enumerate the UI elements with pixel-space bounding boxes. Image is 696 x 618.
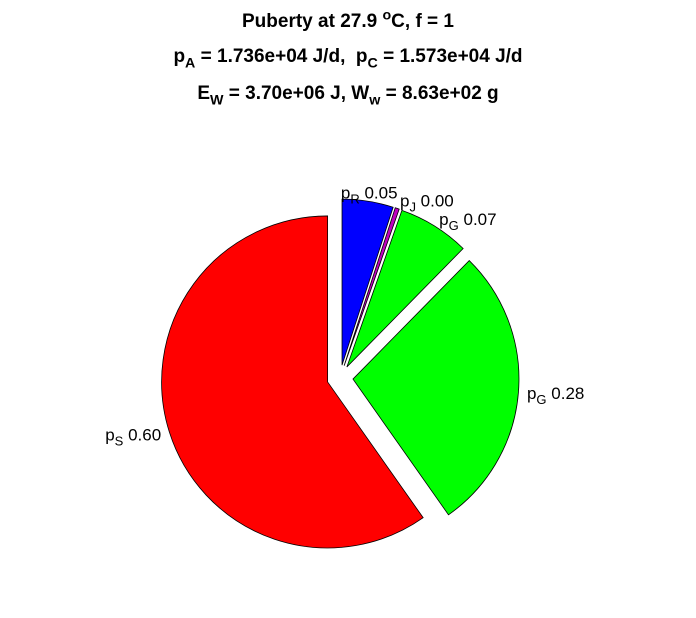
slice-label: pG 0.07 <box>439 210 496 233</box>
slice-label: pJ 0.00 <box>400 191 454 214</box>
value-label: 0.00 <box>421 191 454 210</box>
label-prefix: p <box>439 210 448 229</box>
label-prefix: p <box>105 426 114 445</box>
text-run: C, f = 1 <box>391 11 454 32</box>
label-prefix: p <box>400 191 409 210</box>
label-name: S <box>115 434 124 449</box>
pie-slice <box>161 215 424 549</box>
slice-label: pR 0.05 <box>341 184 398 207</box>
text-run: A <box>185 56 195 72</box>
label-prefix: p <box>341 184 350 203</box>
text-run: W <box>210 93 224 109</box>
value-label: 0.07 <box>463 210 496 229</box>
label-name: G <box>449 218 459 233</box>
text-run: = 1.736e+04 J/d, p <box>195 46 367 67</box>
chart-title: Puberty at 27.9 oC, f = 1 <box>242 7 454 32</box>
pie-slice <box>352 260 520 516</box>
value-label: 0.05 <box>364 184 397 203</box>
pie-slice <box>346 209 464 368</box>
slice-label: pS 0.60 <box>105 426 161 449</box>
text-run: = 8.63e+02 g <box>380 83 498 104</box>
label-prefix: p <box>527 384 536 403</box>
pie-slice <box>343 207 400 366</box>
text-run: o <box>382 7 391 23</box>
chart-title: EW = 3.70e+06 J, Ww = 8.63e+02 g <box>197 83 498 109</box>
text-run: = 3.70e+06 J, W <box>223 83 369 104</box>
label-name: R <box>350 192 359 207</box>
value-label: 0.28 <box>551 384 584 403</box>
slice-label: pG 0.28 <box>527 384 584 407</box>
value-label: 0.60 <box>128 426 161 445</box>
text-run: p <box>173 46 185 67</box>
pie-slice <box>341 198 394 366</box>
text-run: C <box>368 56 378 72</box>
text-run: = 1.573e+04 J/d <box>378 46 523 67</box>
text-run: Puberty at 27.9 <box>242 11 382 32</box>
label-name: J <box>409 199 416 214</box>
label-name: G <box>536 392 546 407</box>
text-run: w <box>368 93 381 109</box>
text-run: E <box>197 83 210 104</box>
chart-title: pA = 1.736e+04 J/d, pC = 1.573e+04 J/d <box>173 46 522 72</box>
